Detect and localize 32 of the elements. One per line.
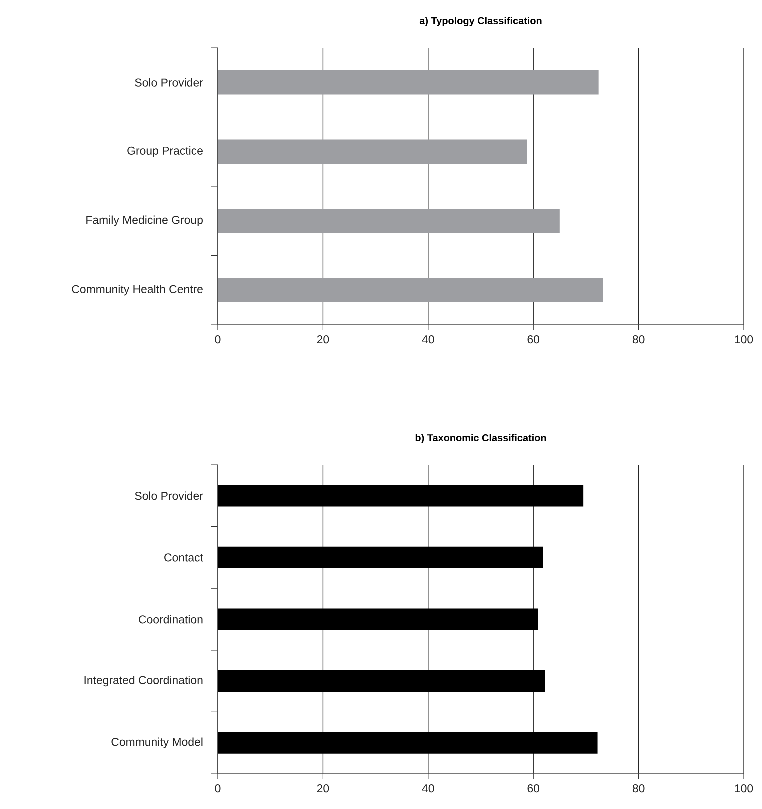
bar: [218, 140, 528, 164]
x-tick-label: 60: [528, 784, 540, 793]
x-tick-label: 80: [632, 336, 645, 344]
x-tick-label: 100: [735, 784, 754, 793]
x-tick-label: 100: [735, 336, 754, 344]
y-tick-label: Coordination: [139, 615, 203, 624]
y-tick-label: Group Practice: [128, 146, 203, 158]
y-tick-label: Contact: [164, 554, 204, 562]
bar: [218, 209, 560, 234]
y-tick-label: Integrated Coordination: [84, 676, 203, 687]
bar: [218, 608, 538, 630]
x-tick-label: 80: [632, 784, 645, 793]
bar: [218, 670, 546, 692]
x-tick-label: 0: [215, 784, 221, 793]
x-tick-label: 40: [422, 784, 434, 793]
y-tick-label: Family Medicine Group: [86, 216, 203, 226]
bar: [218, 732, 598, 754]
bar: [218, 546, 544, 569]
chart-title: a) Typology Classification: [420, 17, 542, 26]
bar: [218, 485, 584, 507]
bar: [218, 278, 604, 302]
y-tick-label: Solo Provider: [135, 492, 204, 500]
y-tick-label: Community Model: [112, 738, 203, 748]
x-tick-label: 60: [528, 336, 540, 344]
x-tick-label: 20: [317, 784, 330, 793]
bar: [218, 70, 599, 95]
x-tick-label: 20: [317, 336, 330, 344]
y-tick-label: Solo Provider: [135, 78, 204, 87]
x-tick-label: 40: [422, 336, 434, 344]
x-tick-label: 0: [215, 336, 221, 344]
y-tick-label: Community Health Centre: [72, 285, 203, 296]
chart-title: b) Taxonomic Classification: [416, 434, 546, 444]
